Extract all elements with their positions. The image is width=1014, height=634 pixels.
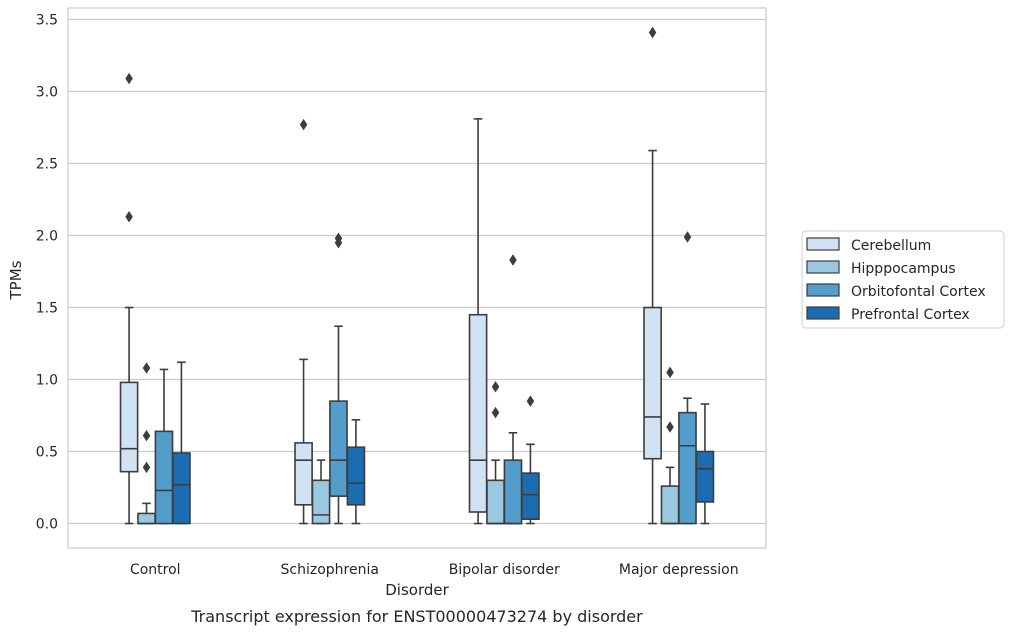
outlier-point bbox=[509, 254, 517, 266]
box-iqr bbox=[643, 306, 662, 460]
box-plot-prefrontal-cortex bbox=[695, 403, 715, 525]
outlier-point bbox=[683, 231, 692, 243]
box-iqr bbox=[660, 485, 680, 525]
legend-swatch bbox=[806, 260, 840, 274]
x-tick-label: Major depression bbox=[619, 562, 739, 578]
y-tick-label: 0.5 bbox=[36, 445, 58, 461]
outlier-point bbox=[491, 380, 500, 393]
x-tick-label: Schizophrenia bbox=[281, 562, 379, 578]
x-tick-label: Bipolar disorder bbox=[449, 562, 560, 578]
box-plot-cerebellum bbox=[643, 26, 662, 525]
box-plot-hipppocampus bbox=[486, 380, 505, 525]
y-tick-label: 2.0 bbox=[36, 229, 58, 245]
box-plot-hipppocampus bbox=[137, 362, 156, 525]
outlier-point bbox=[142, 362, 151, 374]
box-plot-prefrontal-cortex bbox=[521, 395, 540, 525]
box-iqr bbox=[468, 313, 488, 513]
outlier-point bbox=[491, 406, 500, 419]
outlier-point bbox=[142, 461, 151, 474]
y-tick-label: 0.0 bbox=[36, 517, 58, 533]
legend-frame bbox=[801, 230, 1005, 329]
y-tick-label: 1.0 bbox=[36, 373, 58, 389]
box-iqr bbox=[503, 459, 523, 525]
box-plot-orbitofontal-cortex bbox=[154, 368, 174, 525]
box-plot-orbitofontal-cortex bbox=[678, 231, 697, 525]
x-axis-label: Disorder bbox=[385, 581, 449, 599]
box-iqr bbox=[137, 512, 156, 525]
box-plot-hipppocampus bbox=[660, 366, 680, 525]
box-iqr bbox=[521, 472, 540, 520]
outlier-point bbox=[142, 429, 151, 442]
outlier-point bbox=[526, 395, 535, 407]
y-tick-labels: 0.0 0.5 1.0 1.5 2.0 2.5 3.0 3.5 bbox=[36, 13, 58, 533]
legend-swatch bbox=[806, 237, 840, 251]
legend-label: Orbitofontal Cortex bbox=[851, 284, 986, 300]
x-tick-label: Control bbox=[130, 562, 181, 578]
box-plot-hipppocampus bbox=[311, 459, 331, 525]
outlier-point bbox=[299, 118, 308, 131]
outlier-point bbox=[125, 211, 133, 223]
x-tick-labels: Control Schizophrenia Bipolar disorder Majo… bbox=[130, 562, 739, 578]
legend-swatch bbox=[806, 306, 840, 320]
y-tick-label: 3.0 bbox=[36, 85, 58, 101]
box-plot-cerebellum bbox=[119, 72, 139, 525]
box-plot-prefrontal-cortex bbox=[346, 419, 366, 525]
box-plot-orbitofontal-cortex bbox=[329, 232, 348, 525]
box-plot-prefrontal-cortex bbox=[172, 361, 191, 525]
y-tick-label: 2.5 bbox=[36, 157, 58, 173]
outlier-point bbox=[125, 72, 133, 85]
box-iqr bbox=[172, 452, 191, 525]
box-iqr bbox=[154, 430, 174, 525]
box-iqr bbox=[678, 411, 697, 525]
legend-label: Hipppocampus bbox=[851, 261, 956, 277]
box-iqr bbox=[346, 446, 366, 506]
box-groups bbox=[119, 26, 715, 525]
box-iqr bbox=[311, 479, 331, 525]
legend-swatch bbox=[806, 283, 840, 297]
legend: Cerebellum Hipppocampus Orbitofontal Corte… bbox=[801, 230, 1005, 329]
box-iqr bbox=[119, 381, 139, 473]
outlier-point bbox=[334, 232, 343, 245]
box-plot-cerebellum bbox=[468, 118, 488, 525]
y-tick-label: 1.5 bbox=[36, 301, 58, 317]
box-iqr bbox=[486, 479, 505, 525]
outlier-point bbox=[648, 26, 657, 39]
box-plot-cerebellum bbox=[294, 118, 313, 525]
chart-caption: Transcript expression for ENST0000047327… bbox=[190, 607, 643, 626]
box-iqr bbox=[695, 450, 715, 503]
gridlines bbox=[68, 18, 766, 525]
outlier-point bbox=[666, 366, 674, 379]
box-iqr bbox=[294, 442, 313, 506]
y-axis-label: TPMs bbox=[7, 260, 25, 300]
outlier-point bbox=[666, 421, 674, 433]
plot-frame bbox=[67, 7, 767, 549]
legend-label: Cerebellum bbox=[851, 238, 931, 254]
y-tick-label: 3.5 bbox=[36, 13, 58, 29]
box-iqr bbox=[329, 400, 348, 497]
box-plot-orbitofontal-cortex bbox=[503, 254, 523, 525]
legend-label: Prefrontal Cortex bbox=[851, 307, 970, 323]
